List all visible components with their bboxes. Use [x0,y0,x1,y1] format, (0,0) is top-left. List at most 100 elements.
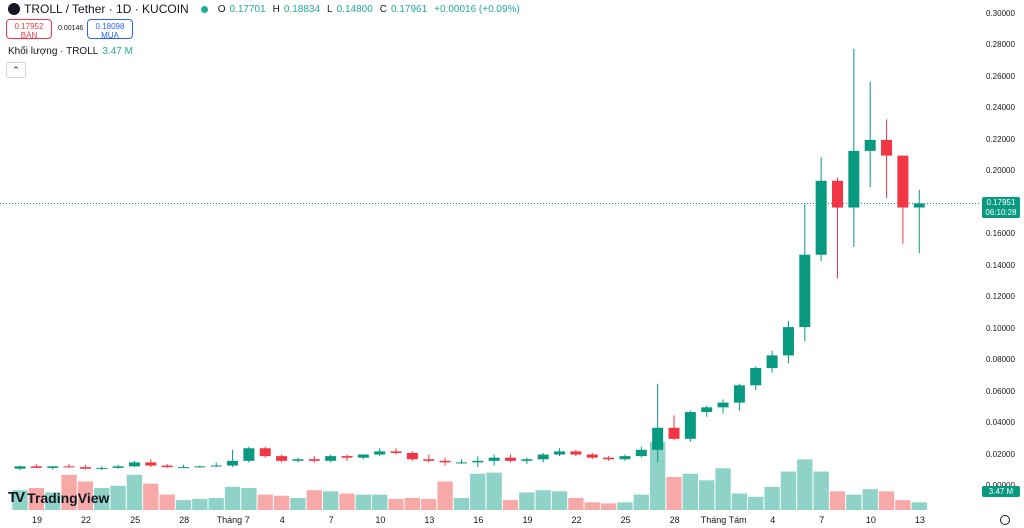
time-tick-label: Tháng 7 [216,515,250,525]
price-tick-label: 0.22000 [986,134,1015,144]
volume-bar [110,485,126,510]
price-tick-label: 0.24000 [986,103,1015,113]
change-value: +0.00016 (+0.09%) [434,3,520,15]
time-tick-label: 22 [571,515,582,525]
candle-body [30,466,42,468]
volume-bar [306,490,322,510]
candle-body [635,449,647,457]
volume-bar [126,474,143,510]
time-tick-label: 13 [914,515,925,525]
price-tick-label: 0.28000 [986,40,1015,50]
candle-body [766,355,778,369]
volume-bar [502,500,519,510]
candle-body [341,456,353,458]
volume-bar [12,490,28,510]
low-value: 0.14800 [336,3,373,15]
volume-bar [568,497,584,510]
price-tick-label: 0.12000 [986,292,1015,302]
time-tick-label: 28 [669,515,680,525]
volume-bar [846,494,862,510]
volume-bar [895,500,911,510]
volume-bar [372,494,388,510]
price-tick-label: 0.20000 [986,166,1015,176]
candle-body [406,452,418,460]
volume-bar [437,481,453,510]
candle-body [145,462,157,466]
time-tick-label: 10 [865,515,876,525]
candle-body [668,427,680,439]
volume-bar [600,503,617,510]
price-tick-label: 0.04000 [986,418,1015,428]
volume-bar [829,491,846,510]
volume-bar [535,490,551,510]
time-tick-label: 28 [179,515,190,525]
volume-bar [45,492,61,510]
time-tick-label: 7 [328,515,334,525]
time-tick-label: 4 [279,515,285,525]
price-tick-label: 0.14000 [986,260,1015,270]
tradingview-logo[interactable]: TV TradingView [8,489,109,506]
candle-body [423,459,435,461]
candle-body [701,407,713,413]
candle-body [717,402,729,408]
open-label: O [217,3,226,15]
candle-body [652,427,664,450]
price-tick-label: 0.30000 [986,9,1015,18]
candle-body [390,451,402,453]
candle-body [913,203,925,208]
open-value: 0.17701 [229,3,266,15]
candle-body [14,466,26,469]
candle-body [161,465,173,468]
candle-body [832,180,843,208]
volume-bar [633,494,649,510]
close-label: C [379,3,387,15]
countdown-value: 06:10:28 [985,208,1017,217]
candle-body [128,462,140,467]
last-price-tag: 0.17951 06:10:28 [982,197,1020,218]
candle-body [488,457,500,461]
settings-icon[interactable] [1000,515,1010,525]
candle-body [47,466,59,468]
candle-body [554,451,566,455]
candles [14,48,925,471]
time-tick-label: 10 [375,515,386,525]
candle-body [684,412,696,439]
volume-bar [61,474,77,510]
symbol-title[interactable]: TROLL / Tether · 1D · KUCOIN [24,2,189,16]
chevron-up-icon: ⌃ [12,65,20,75]
volume-bar [339,493,355,510]
volume-bar [175,500,192,510]
time-tick-label: 4 [770,515,776,525]
volume-value: 3.47 M [102,46,133,57]
volume-legend: Khối lượng · TROLL 3.47 M [8,46,133,57]
volume-bar [241,488,257,510]
sell-button[interactable]: 0.17952 BÁN [6,19,52,40]
price-tick-label: 0.06000 [986,386,1015,396]
volume-bar [617,502,633,510]
volume-bar [159,494,175,510]
volume-bar [519,492,535,510]
brand-name: TradingView [27,489,110,506]
volume-bar [404,497,421,510]
volume-tag: 3.47 M [982,486,1020,497]
candle-body [521,459,533,461]
candle-body [357,454,369,458]
spread-value: 0.00146 [58,25,84,32]
volume-bar [715,468,731,510]
candle-body [79,467,91,469]
collapse-legend-button[interactable]: ⌃ [6,62,26,78]
troll-coin-icon [8,3,20,15]
volume-bar [862,489,878,510]
buy-button[interactable]: 0.18098 MUA [87,19,133,40]
candle-body [570,451,582,455]
volume-bar [94,488,110,510]
volume-bar [878,491,895,510]
volume-bar [322,491,339,510]
candle-body [112,466,124,468]
candle-body [227,460,239,466]
time-tick-label: 16 [473,515,484,525]
volume-bar [748,496,764,510]
volume-bar [453,497,470,510]
